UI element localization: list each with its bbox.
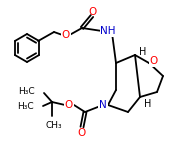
Text: NH: NH (100, 26, 116, 36)
Text: CH₃: CH₃ (46, 121, 62, 131)
Text: H: H (144, 99, 152, 109)
Text: H: H (139, 47, 147, 57)
Text: H₃C: H₃C (17, 101, 34, 110)
Text: N: N (99, 100, 107, 110)
Text: O: O (78, 128, 86, 138)
Text: H₃C: H₃C (18, 86, 35, 95)
Text: O: O (62, 30, 70, 40)
Text: O: O (89, 7, 97, 17)
Text: O: O (150, 56, 158, 66)
Text: O: O (65, 100, 73, 110)
